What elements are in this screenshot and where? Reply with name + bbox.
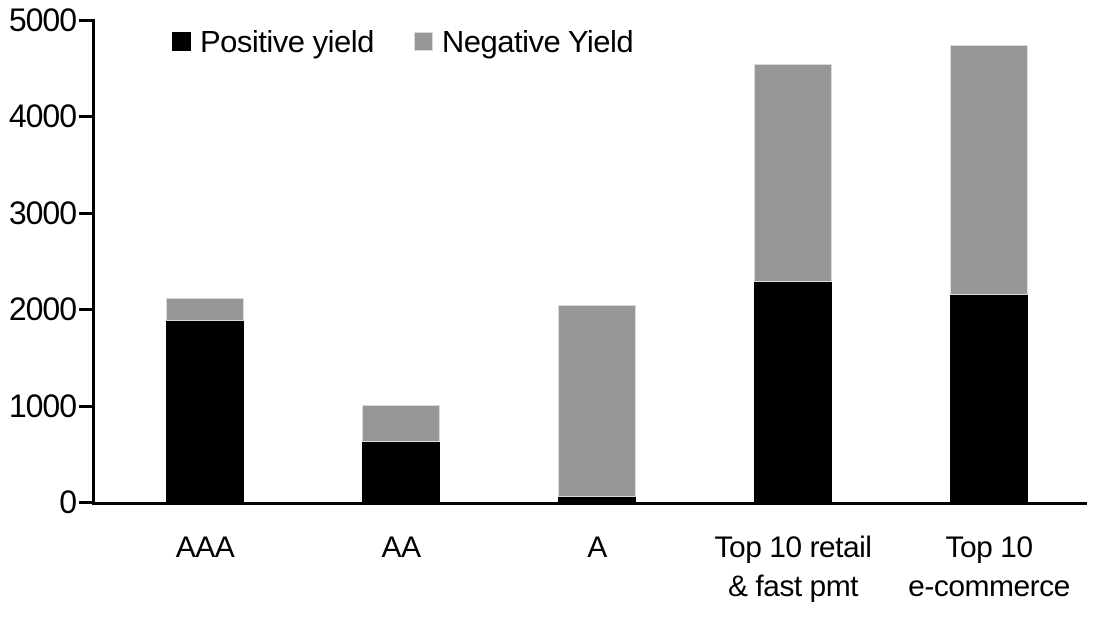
y-axis-tick-label: 3000 [8, 194, 77, 231]
legend-label: Positive yield [200, 24, 374, 59]
y-axis-tick-label: 2000 [8, 291, 77, 328]
x-axis-label-line: AA [381, 531, 421, 564]
y-axis-tick [79, 211, 93, 215]
bar-segment-positive [950, 295, 1028, 502]
y-axis-tick [79, 19, 93, 22]
legend-swatch-icon [172, 32, 191, 51]
bar-segment-negative [754, 63, 832, 283]
bar-segment-negative [558, 304, 636, 497]
x-axis-label-line: & fast pmt [727, 570, 859, 603]
y-axis-tick-label: 5000 [8, 2, 77, 38]
bar-slot [107, 20, 303, 502]
bar-slot [303, 20, 499, 502]
bar-a [558, 304, 636, 502]
bar-aa [362, 404, 440, 502]
bar-segment-positive [558, 496, 636, 502]
x-axis-category-label: Top 10 e-commerce [891, 528, 1087, 606]
bar-segment-negative [950, 45, 1028, 296]
x-axis-label-line: AAA [175, 531, 235, 564]
y-axis-tick [79, 308, 93, 312]
legend-label: Negative Yield [441, 24, 634, 59]
plot-area [107, 20, 1087, 502]
bar-slot [891, 20, 1087, 502]
x-axis-category-label: Top 10 retail & fast pmt [695, 528, 891, 606]
bar-aaa [166, 297, 244, 502]
x-axis-labels: AAA AA A Top 10 retail & fast pmt Top 10 e-com… [107, 528, 1087, 606]
bar-top-10-e-commerce [950, 45, 1028, 502]
bar-top-10-retail-fast-pmt [754, 63, 832, 502]
y-axis-line [92, 19, 95, 505]
x-axis-label-line: e-commerce [908, 570, 1070, 603]
legend-swatch-icon [413, 32, 433, 51]
legend-item-negative: Negative Yield [413, 24, 634, 59]
x-axis-category-label: AAA [107, 528, 303, 606]
bar-segment-positive [362, 442, 440, 502]
y-axis-tick [79, 115, 93, 119]
y-axis-tick [79, 501, 93, 504]
y-axis-tick-label: 0 [59, 484, 77, 520]
legend-item-positive: Positive yield [172, 26, 374, 57]
bar-slot [695, 20, 891, 502]
x-axis-category-label: AA [303, 528, 499, 606]
x-axis-line [92, 502, 1087, 505]
x-axis-label-line: Top 10 retail [714, 531, 872, 564]
y-axis-tick-label: 1000 [8, 387, 77, 424]
chart-legend: Positive yield Negative Yield [172, 24, 634, 59]
x-axis-label-line: Top 10 [945, 531, 1033, 564]
bar-slot [499, 20, 695, 502]
x-axis-label-line: A [587, 531, 607, 564]
y-axis-tick [79, 404, 93, 408]
y-axis-tick-label: 4000 [8, 98, 77, 135]
bar-segment-positive [166, 320, 244, 502]
x-axis-category-label: A [499, 528, 695, 606]
bar-segment-positive [754, 282, 832, 502]
bar-segment-negative [362, 404, 440, 443]
bar-segment-negative [166, 297, 244, 321]
